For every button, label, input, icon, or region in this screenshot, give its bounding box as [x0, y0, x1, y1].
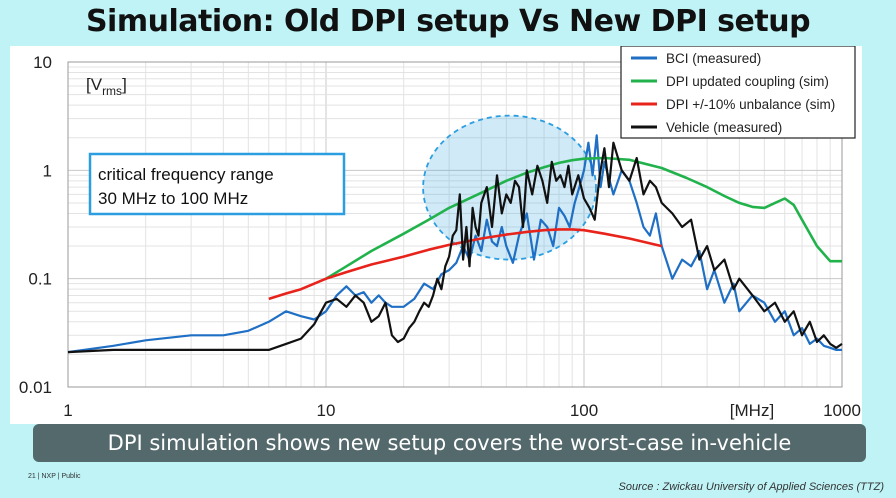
series-line-vehicle-measured	[67, 141, 843, 354]
series-line-dpi-10-unbalance-sim	[268, 228, 662, 301]
y-axis-label: [Vrms]	[86, 75, 127, 98]
chart-panel: 1 10 100 1000 10 1 0.1 0.01 [Vrms] [MHz] critic…	[10, 45, 862, 424]
critical-range-highlight	[422, 114, 597, 261]
y-tick-label: 0.01	[19, 378, 52, 397]
callout-line-2: 30 MHz to 100 MHz	[98, 189, 248, 208]
x-tick-label: 1000	[823, 401, 861, 420]
series-line-bci-measured	[67, 134, 842, 354]
legend-label: DPI updated coupling (sim)	[666, 74, 829, 89]
legend-label: BCI (measured)	[666, 51, 761, 66]
legend-box	[620, 45, 856, 139]
x-tick-label: 1	[63, 401, 72, 420]
caption-bar: DPI simulation shows new setup covers th…	[33, 424, 866, 462]
slide-title: Simulation: Old DPI setup Vs New DPI set…	[85, 4, 811, 39]
callout-box	[88, 152, 346, 216]
footer-source: Source : Zwickau University of Applied S…	[618, 481, 884, 493]
critical-range-callout: critical frequency range 30 MHz to 100 M…	[88, 152, 346, 216]
x-tick-label: 100	[570, 401, 598, 420]
x-tick-label: 10	[317, 401, 336, 420]
y-tick-label: 10	[33, 53, 52, 72]
axis-ticks: 1 10 100 1000 10 1 0.1 0.01	[19, 53, 861, 420]
plot-area-border	[67, 61, 843, 388]
y-tick-label: 1	[43, 161, 52, 180]
footer-page-info: 21 | NXP | Public	[28, 473, 81, 480]
callout-line-1: critical frequency range	[98, 165, 274, 184]
legend: BCI (measured) DPI updated coupling (sim)…	[620, 45, 856, 139]
frequency-response-chart: 1 10 100 1000 10 1 0.1 0.01 [Vrms] [MHz] critic…	[19, 45, 861, 420]
y-tick-label: 0.1	[28, 270, 52, 289]
chart-series	[67, 134, 843, 354]
legend-label: Vehicle (measured)	[666, 120, 782, 135]
series-line-dpi-updated-coupling-sim	[325, 156, 842, 280]
legend-label: DPI +/-10% unbalance (sim)	[666, 97, 835, 112]
x-axis-label: [MHz]	[730, 401, 774, 420]
